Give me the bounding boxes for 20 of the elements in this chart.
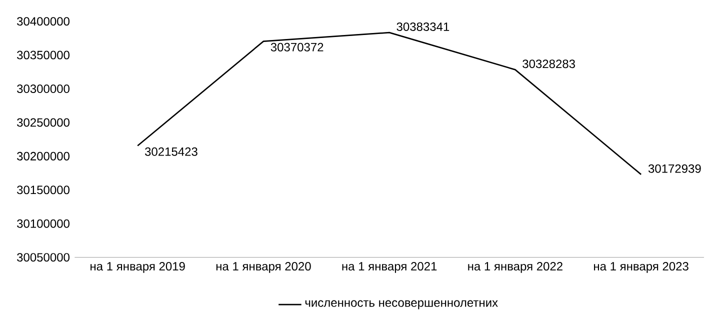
data-label: 30383341 [396, 22, 450, 31]
data-label: 30215423 [144, 147, 198, 156]
x-tick-label: на 1 января 2019 [90, 262, 185, 273]
y-tick-label: 30250000 [17, 118, 70, 127]
x-tick-label: на 1 января 2020 [216, 262, 311, 273]
data-label: 30172939 [648, 164, 701, 173]
data-label: 30370372 [270, 42, 324, 52]
y-tick-label: 30300000 [17, 84, 70, 94]
y-tick-label: 30200000 [17, 152, 70, 160]
legend-label: численность несовершеннолетних [305, 300, 498, 310]
line-series [136, 32, 642, 176]
x-tick-label: на 1 января 2022 [468, 262, 562, 273]
y-tick-label: 30100000 [17, 219, 70, 228]
y-tick-label: 30350000 [17, 50, 70, 60]
y-tick-label: 30050000 [17, 253, 70, 262]
x-tick-label: на 1 января 2021 [342, 262, 437, 273]
x-tick-label: на 1 января 2023 [594, 262, 688, 273]
y-tick-label: 30150000 [17, 186, 70, 194]
y-tick-label: 30400000 [17, 17, 70, 26]
data-label: 30328283 [522, 60, 575, 68]
